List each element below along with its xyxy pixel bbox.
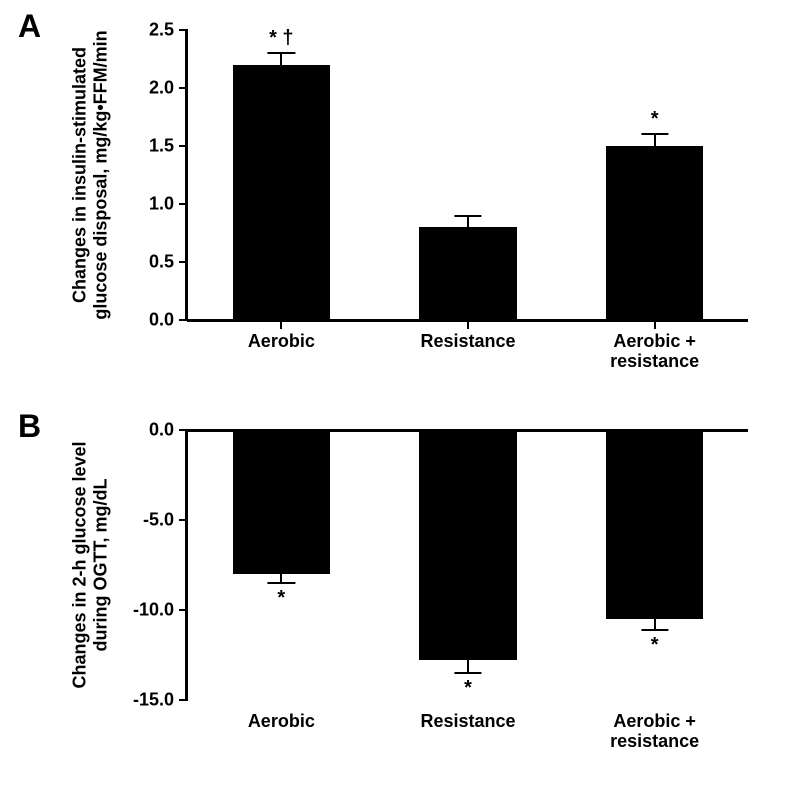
y-tick bbox=[179, 319, 188, 321]
y-tick bbox=[179, 203, 188, 205]
y-tick-label: 1.0 bbox=[114, 194, 174, 215]
y-tick-label: 2.5 bbox=[114, 20, 174, 41]
y-tick bbox=[179, 87, 188, 89]
panel-b-plot-area: -15.0-10.0-5.00.0*Aerobic*Resistance*Aer… bbox=[185, 430, 748, 700]
panel-b-chart: -15.0-10.0-5.00.0*Aerobic*Resistance*Aer… bbox=[185, 430, 745, 700]
y-tick-label: 2.0 bbox=[114, 78, 174, 99]
y-tick-label: -15.0 bbox=[114, 690, 174, 711]
y-tick-label: 0.5 bbox=[114, 252, 174, 273]
significance-marker: * bbox=[277, 587, 285, 610]
y-tick bbox=[179, 699, 188, 701]
panel-b-label: B bbox=[18, 408, 41, 445]
x-tick bbox=[467, 320, 469, 329]
panel-b-ylabel: Changes in 2-h glucose level during OGTT… bbox=[69, 441, 110, 688]
y-tick-label: -10.0 bbox=[114, 600, 174, 621]
y-tick-label: 0.0 bbox=[114, 310, 174, 331]
figure: A B Changes in insulin-stimulated glucos… bbox=[0, 0, 800, 793]
y-tick bbox=[179, 429, 188, 431]
panel-a-plot-area: 0.00.51.01.52.02.5* †AerobicResistance*A… bbox=[185, 30, 748, 320]
y-tick-label: 1.5 bbox=[114, 136, 174, 157]
y-tick bbox=[179, 519, 188, 521]
y-tick bbox=[179, 609, 188, 611]
x-tick-label: Resistance bbox=[420, 712, 515, 732]
significance-marker: * bbox=[651, 108, 659, 131]
y-tick-label: -5.0 bbox=[114, 510, 174, 531]
bar bbox=[606, 146, 703, 320]
significance-marker: * † bbox=[269, 27, 293, 50]
bar bbox=[606, 430, 703, 619]
significance-marker: * bbox=[464, 677, 472, 700]
bar bbox=[419, 430, 516, 660]
panel-a-label: A bbox=[18, 8, 41, 45]
x-tick-label: Aerobic + resistance bbox=[610, 712, 699, 752]
bar bbox=[419, 227, 516, 320]
x-tick-label: Aerobic bbox=[248, 712, 315, 732]
bar bbox=[233, 65, 330, 320]
y-tick-label: 0.0 bbox=[114, 420, 174, 441]
y-tick bbox=[179, 261, 188, 263]
x-tick-label: Resistance bbox=[420, 332, 515, 352]
x-tick-label: Aerobic bbox=[248, 332, 315, 352]
significance-marker: * bbox=[651, 634, 659, 657]
panel-a-ylabel: Changes in insulin-stimulated glucose di… bbox=[69, 30, 110, 319]
panel-a-chart: 0.00.51.01.52.02.5* †AerobicResistance*A… bbox=[185, 30, 745, 320]
x-tick bbox=[280, 320, 282, 329]
x-tick bbox=[654, 320, 656, 329]
x-tick-label: Aerobic + resistance bbox=[610, 332, 699, 372]
y-tick bbox=[179, 145, 188, 147]
y-tick bbox=[179, 29, 188, 31]
bar bbox=[233, 430, 330, 574]
